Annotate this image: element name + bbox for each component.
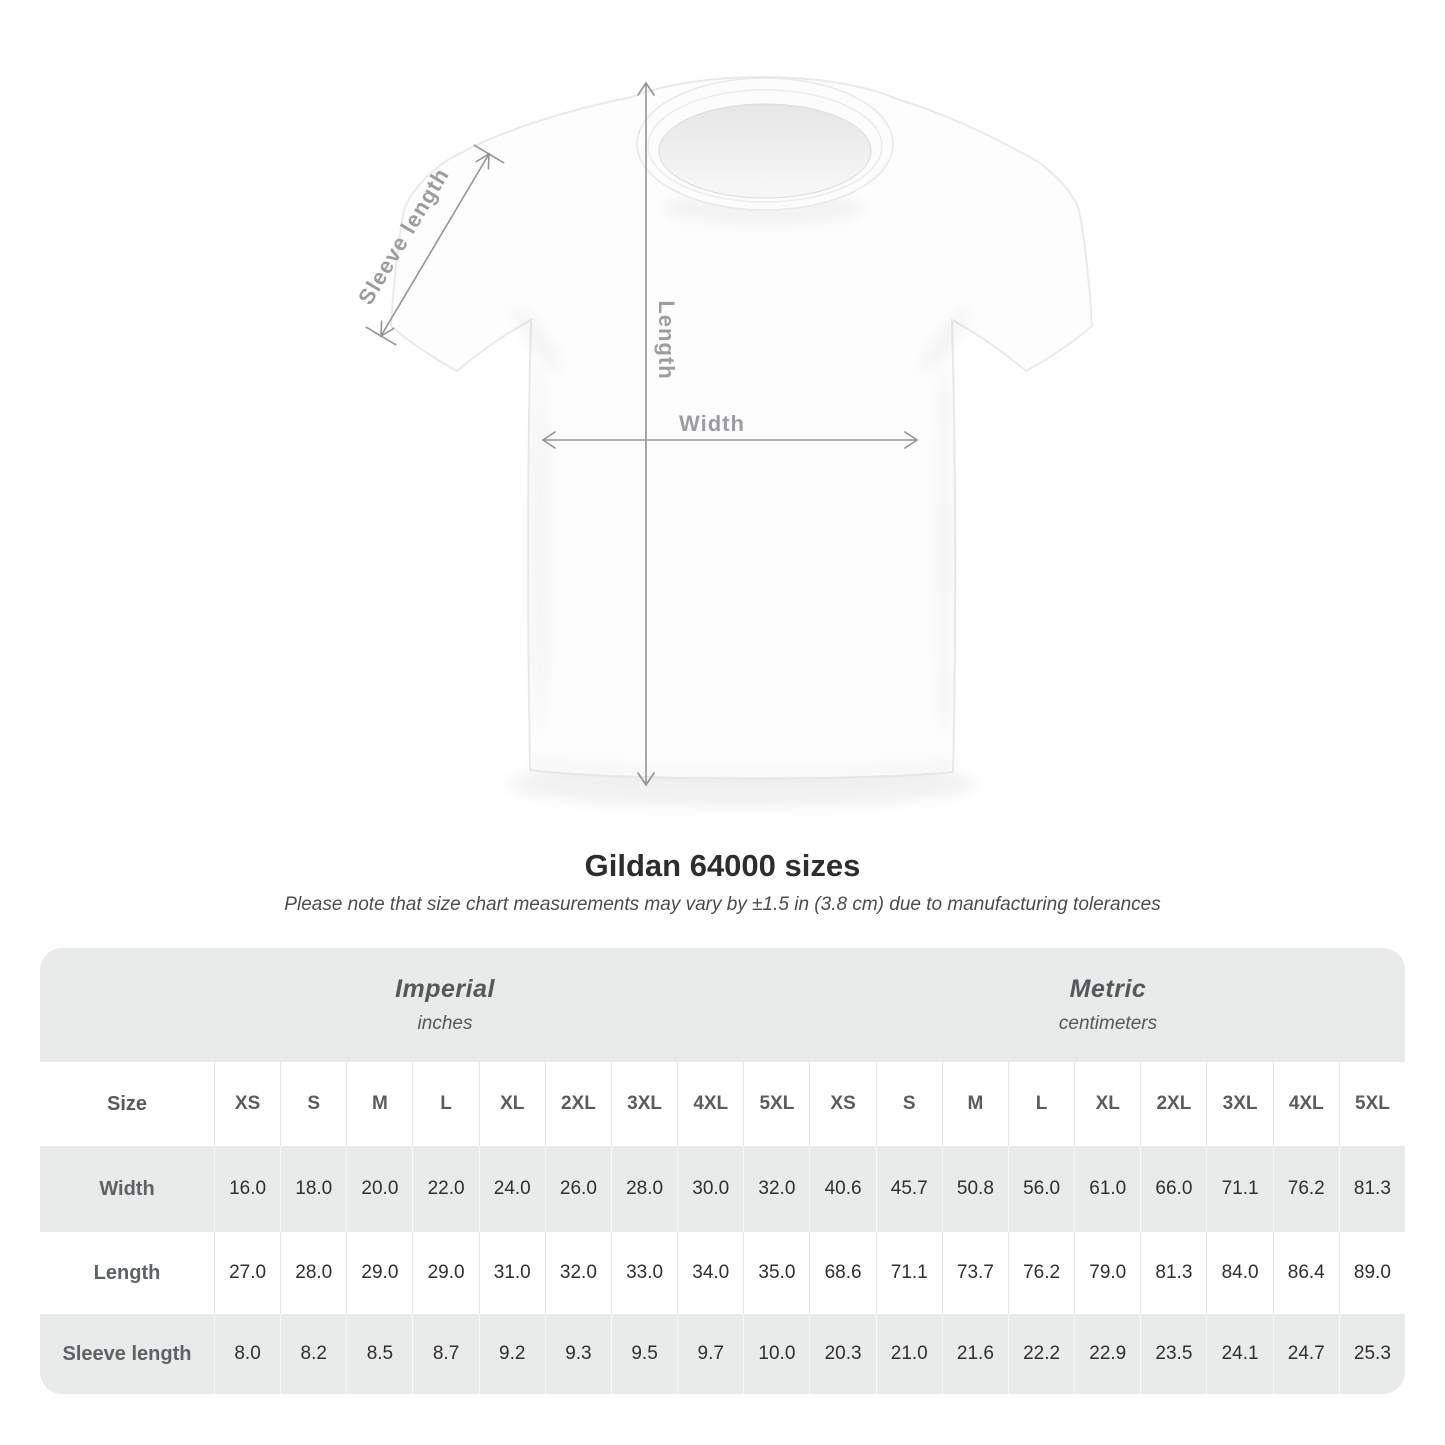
imperial-value: 9.7 — [677, 1314, 743, 1394]
metric-value: 20.3 — [809, 1314, 875, 1394]
size-header-imperial: L — [412, 1062, 478, 1146]
page-title: Gildan 64000 sizes — [584, 848, 861, 883]
metric-value: 22.9 — [1074, 1314, 1140, 1394]
metric-value: 89.0 — [1338, 1232, 1405, 1314]
imperial-value: 8.5 — [346, 1314, 412, 1394]
imperial-unit-header: Imperial inches — [395, 975, 495, 1035]
metric-value: 71.1 — [875, 1232, 942, 1314]
metric-value: 71.1 — [1206, 1146, 1272, 1232]
width-row: Width 16.0 18.0 20.0 22.0 24.0 26.0 28.0 30.0 32.… — [40, 1146, 1405, 1232]
size-column-header: Size — [106, 1092, 148, 1115]
imperial-value: 28.0 — [280, 1232, 346, 1314]
size-header-imperial: 3XL — [610, 1062, 677, 1146]
imperial-value: 33.0 — [610, 1232, 677, 1314]
metric-value: 73.7 — [941, 1232, 1008, 1314]
imperial-value: 26.0 — [544, 1146, 611, 1232]
imperial-value: 18.0 — [280, 1146, 346, 1232]
imperial-value: 9.3 — [544, 1314, 611, 1394]
metric-value: 24.7 — [1272, 1314, 1339, 1394]
imperial-unit-sublabel: inches — [417, 1013, 473, 1034]
size-header-imperial: XL — [478, 1062, 545, 1146]
imperial-value: 8.7 — [412, 1314, 478, 1394]
metric-value: 61.0 — [1074, 1146, 1140, 1232]
size-header-imperial: 5XL — [743, 1062, 809, 1146]
metric-value: 84.0 — [1206, 1232, 1272, 1314]
sleeve-length-row: Sleeve length 8.0 8.2 8.5 8.7 9.2 9.3 9.5 9.7 10.… — [40, 1314, 1405, 1394]
tolerance-note: Please note that size chart measurements… — [284, 894, 1161, 915]
metric-value: 81.3 — [1338, 1146, 1405, 1232]
size-header-metric: M — [941, 1062, 1008, 1146]
metric-value: 21.6 — [941, 1314, 1008, 1394]
metric-label: Metric — [1069, 975, 1147, 1003]
imperial-value: 27.0 — [214, 1232, 280, 1314]
imperial-value: 20.0 — [346, 1146, 412, 1232]
sleeve-dimension-line — [380, 153, 490, 337]
measurement-row-label: Length — [93, 1261, 161, 1284]
metric-value: 66.0 — [1140, 1146, 1206, 1232]
imperial-value: 9.5 — [610, 1314, 677, 1394]
imperial-value: 10.0 — [743, 1314, 809, 1394]
imperial-value: 30.0 — [677, 1146, 743, 1232]
imperial-value: 29.0 — [412, 1232, 478, 1314]
imperial-value: 8.0 — [214, 1314, 280, 1394]
size-header-row: Size XS S M L XL 2XL 3XL 4XL 5XL XS S M L XL 2XL 3XL 4XL 5… — [40, 1062, 1405, 1146]
size-header-imperial: 2XL — [544, 1062, 611, 1146]
imperial-value: 32.0 — [544, 1232, 611, 1314]
dimension-lines — [365, 81, 919, 787]
imperial-value: 29.0 — [346, 1232, 412, 1314]
imperial-value: 9.2 — [478, 1314, 545, 1394]
metric-value: 24.1 — [1206, 1314, 1272, 1394]
size-header-imperial: XS — [214, 1062, 280, 1146]
size-header-imperial: 4XL — [677, 1062, 743, 1146]
metric-value: 23.5 — [1140, 1314, 1206, 1394]
unit-header-band: Imperial inches Metric centimeters — [40, 948, 1405, 1062]
metric-unit-sublabel: centimeters — [1058, 1013, 1158, 1034]
metric-value: 81.3 — [1140, 1232, 1206, 1314]
size-header-metric: S — [875, 1062, 942, 1146]
size-header-imperial: S — [280, 1062, 346, 1146]
imperial-value: 34.0 — [677, 1232, 743, 1314]
size-header-metric: L — [1007, 1062, 1074, 1146]
tshirt-measurement-diagram: Sleeve length Length Width — [353, 76, 1094, 808]
measurement-row-label: Width — [99, 1177, 155, 1200]
metric-value: 25.3 — [1338, 1314, 1405, 1394]
length-label: Length — [654, 300, 679, 379]
metric-value: 45.7 — [875, 1146, 942, 1232]
tshirt-graphic — [389, 76, 1094, 780]
imperial-value: 16.0 — [214, 1146, 280, 1232]
size-header-metric: 5XL — [1338, 1062, 1405, 1146]
metric-value: 40.6 — [809, 1146, 875, 1232]
size-header-metric: 2XL — [1140, 1062, 1206, 1146]
metric-value: 22.2 — [1007, 1314, 1074, 1394]
metric-value: 21.0 — [875, 1314, 942, 1394]
size-chart-table: Imperial inches Metric centimeters Size X… — [40, 948, 1405, 1394]
measurement-row-label: Sleeve length — [62, 1342, 192, 1365]
size-header-metric: 4XL — [1272, 1062, 1339, 1146]
imperial-value: 22.0 — [412, 1146, 478, 1232]
size-header-metric: XL — [1074, 1062, 1140, 1146]
metric-value: 68.6 — [809, 1232, 875, 1314]
metric-value: 79.0 — [1074, 1232, 1140, 1314]
width-label: Width — [679, 411, 745, 436]
size-header-metric: XS — [809, 1062, 875, 1146]
metric-value: 76.2 — [1007, 1232, 1074, 1314]
metric-unit-header: Metric centimeters — [1059, 975, 1157, 1035]
size-header-imperial: M — [346, 1062, 412, 1146]
imperial-value: 31.0 — [478, 1232, 545, 1314]
metric-value: 56.0 — [1007, 1146, 1074, 1232]
metric-value: 50.8 — [941, 1146, 1008, 1232]
imperial-value: 35.0 — [743, 1232, 809, 1314]
imperial-value: 32.0 — [743, 1146, 809, 1232]
size-header-metric: 3XL — [1206, 1062, 1272, 1146]
imperial-value: 8.2 — [280, 1314, 346, 1394]
metric-value: 86.4 — [1272, 1232, 1339, 1314]
imperial-value: 24.0 — [478, 1146, 545, 1232]
length-row: Length 27.0 28.0 29.0 29.0 31.0 32.0 33.0 34.0 35… — [40, 1232, 1405, 1314]
imperial-value: 28.0 — [610, 1146, 677, 1232]
imperial-label: Imperial — [395, 975, 495, 1003]
tshirt-collar — [636, 77, 894, 211]
metric-value: 76.2 — [1272, 1146, 1339, 1232]
